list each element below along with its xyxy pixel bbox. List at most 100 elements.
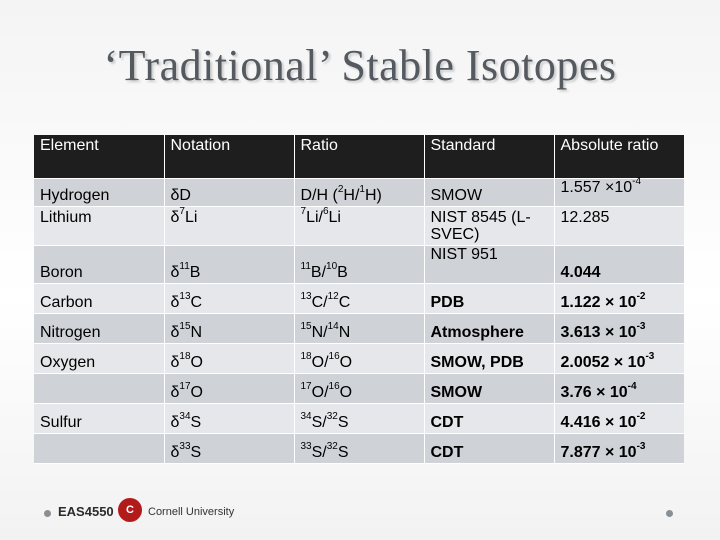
superscript: 13 bbox=[179, 291, 191, 303]
superscript: -2 bbox=[636, 291, 646, 303]
table-cell: Lithium bbox=[34, 206, 165, 246]
cell-text: δ bbox=[170, 353, 180, 371]
superscript: -4 bbox=[627, 381, 637, 393]
table-row: δ33 S 33S/32S CDT 7.877 × 10-3 bbox=[34, 433, 684, 464]
superscript: 17 bbox=[300, 381, 312, 393]
cell-text: Nitrogen bbox=[40, 323, 101, 341]
table-cell: Oxygen bbox=[34, 343, 165, 374]
cell-text: CDT bbox=[430, 443, 464, 461]
table-cell: 12.285 bbox=[554, 206, 684, 246]
cell-text: Sulfur bbox=[40, 413, 82, 431]
cell-text: N bbox=[190, 323, 203, 341]
cell-text: S/ bbox=[311, 413, 327, 431]
table-cell: 7Li/6Li bbox=[294, 206, 425, 246]
cell-text: N bbox=[338, 323, 351, 341]
table-cell: 33S/32S bbox=[294, 433, 425, 464]
superscript: 7 bbox=[300, 206, 307, 218]
cell-text: δ bbox=[170, 208, 180, 226]
cell-text: S/ bbox=[311, 443, 327, 461]
table-cell: CDT bbox=[424, 403, 555, 434]
cell-text: δ bbox=[170, 443, 180, 461]
cell-text: δ bbox=[170, 413, 180, 431]
table-cell: 4.044 bbox=[554, 245, 684, 284]
superscript: 33 bbox=[179, 441, 191, 453]
table-cell: Boron bbox=[34, 245, 165, 284]
table-row: Element Notation Ratio Standard Absolute… bbox=[34, 135, 684, 179]
cell-text: δD bbox=[170, 186, 191, 204]
table-row: Hydrogen δD D/H (2H/1H) SMOW 1.557 ×10-4 bbox=[34, 176, 684, 207]
cell-text: NIST 8545 (L-SVEC) bbox=[430, 208, 531, 243]
table-cell: SMOW bbox=[424, 373, 555, 404]
table-cell: Element bbox=[34, 135, 165, 179]
cell-text: H/ bbox=[343, 186, 360, 204]
table-cell: 18O/16O bbox=[294, 343, 425, 374]
superscript: 18 bbox=[300, 351, 312, 363]
cell-text: Standard bbox=[430, 137, 496, 154]
table-cell: Sulfur bbox=[34, 403, 165, 434]
superscript: 34 bbox=[179, 411, 191, 423]
superscript: 11 bbox=[179, 261, 190, 273]
superscript: 11 bbox=[300, 261, 311, 273]
table-row: Boron δ11B 11B/10B NIST 951 4.044 bbox=[34, 245, 684, 284]
cell-text: 1.122 × 10 bbox=[560, 293, 637, 311]
table-cell bbox=[34, 433, 165, 464]
superscript: -3 bbox=[645, 351, 655, 363]
table-row: Lithium δ7Li 7Li/6Li NIST 8545 (L-SVEC) … bbox=[34, 206, 684, 246]
cell-text: PDB bbox=[430, 293, 465, 311]
cell-text: Carbon bbox=[40, 293, 93, 311]
superscript: 34 bbox=[300, 411, 312, 423]
superscript: 16 bbox=[328, 381, 340, 393]
table-cell bbox=[34, 373, 165, 404]
cell-text: C bbox=[190, 293, 203, 311]
cell-text: 4.044 bbox=[560, 263, 601, 281]
table-cell: Standard bbox=[424, 135, 555, 179]
superscript: 13 bbox=[300, 291, 312, 303]
superscript: -4 bbox=[632, 176, 642, 188]
cell-text: Element bbox=[40, 137, 99, 154]
table-cell: 3.613 × 10-3 bbox=[554, 313, 684, 344]
table-cell: δ15N bbox=[164, 313, 295, 344]
cell-text: SMOW bbox=[430, 186, 483, 204]
table-cell: 2.0052 × 10-3 bbox=[554, 343, 684, 374]
table-cell: 13C/12C bbox=[294, 283, 425, 314]
cell-text: S bbox=[337, 443, 349, 461]
table-cell: 7.877 × 10-3 bbox=[554, 433, 684, 464]
bullet-dot-left bbox=[44, 510, 51, 517]
university-label: Cornell University bbox=[148, 506, 235, 518]
table-row: Sulfur δ34S 34S/32S CDT 4.416 × 10-2 bbox=[34, 403, 684, 434]
table-cell: PDB bbox=[424, 283, 555, 314]
table-row: δ17O 17O/16O SMOW 3.76 × 10-4 bbox=[34, 373, 684, 404]
cell-text: 3.613 × 10 bbox=[560, 323, 637, 341]
cell-text: C/ bbox=[311, 293, 328, 311]
superscript: 17 bbox=[179, 381, 191, 393]
cell-text: 4.416 × 10 bbox=[560, 413, 637, 431]
cell-text: S bbox=[190, 413, 202, 431]
cornell-seal-icon: C bbox=[118, 498, 142, 522]
table-cell: SMOW bbox=[424, 178, 555, 207]
superscript: -2 bbox=[636, 411, 646, 423]
cell-text: Oxygen bbox=[40, 353, 96, 371]
cell-text: O bbox=[190, 353, 203, 371]
cell-text: O bbox=[190, 383, 203, 401]
cell-text: SMOW bbox=[430, 383, 483, 401]
cell-text: δ bbox=[170, 293, 180, 311]
table-cell: CDT bbox=[424, 433, 555, 464]
cell-text: Li bbox=[328, 208, 341, 226]
cell-text: 7.877 × 10 bbox=[560, 443, 637, 461]
cell-text: D/H ( bbox=[300, 186, 338, 204]
superscript: 32 bbox=[326, 441, 338, 453]
table-cell: δ18O bbox=[164, 343, 295, 374]
cell-text: δ bbox=[170, 323, 180, 341]
table-cell: Ratio bbox=[294, 135, 425, 179]
table-cell: Nitrogen bbox=[34, 313, 165, 344]
cell-text: Li bbox=[184, 208, 198, 226]
table-cell: NIST 8545 (L-SVEC) bbox=[424, 206, 555, 246]
cell-text: O/ bbox=[311, 353, 329, 371]
table-cell: SMOW, PDB bbox=[424, 343, 555, 374]
superscript: 16 bbox=[328, 351, 340, 363]
cell-text: B bbox=[189, 263, 201, 281]
cell-text: O bbox=[339, 353, 353, 371]
table-cell: 15N/14N bbox=[294, 313, 425, 344]
superscript: 18 bbox=[179, 351, 191, 363]
table-cell: δ17O bbox=[164, 373, 295, 404]
